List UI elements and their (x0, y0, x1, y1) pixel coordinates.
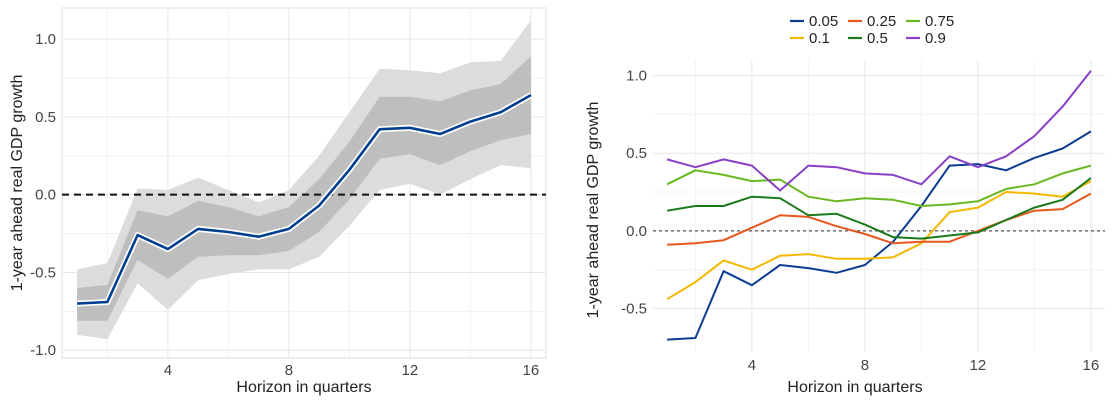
series-line-0.5 (666, 177, 1092, 240)
right-x-tick-label: 8 (861, 357, 869, 374)
legend-label-0.5: 0.5 (867, 30, 888, 47)
right-chart: 4 8 12 16-0.50.00.51.0 0.050.10.250.50.750.… (585, 13, 1105, 396)
right-legend: 0.050.1 0.250.5 0.750.9 (790, 13, 954, 47)
right-y-tick-label: 0.5 (626, 145, 647, 162)
left-lines (62, 92, 546, 307)
right-grid (653, 60, 1105, 352)
left-x-tick-label: 8 (285, 362, 293, 379)
left-tick-labels: 4 8 12 16 -1.0 -0.5 0.0 0.5 1.0 (30, 31, 539, 379)
series-line-0.1 (666, 180, 1092, 301)
legend-label-0.25: 0.25 (867, 13, 896, 30)
left-y-tick-label: 1.0 (35, 31, 56, 48)
series-line-0.9 (666, 70, 1092, 192)
left-median-line (77, 93, 532, 305)
left-y-axis-label: 1-year ahead real GDP growth (9, 75, 26, 292)
left-x-tick-label: 4 (164, 362, 172, 379)
right-x-tick-label: 16 (1083, 357, 1100, 374)
left-y-tick-label: -0.5 (30, 264, 56, 281)
legend-label-0.1: 0.1 (809, 30, 830, 47)
legend-label-0.9: 0.9 (925, 30, 946, 47)
left-x-axis-label: Horizon in quarters (236, 379, 371, 396)
right-y-axis-label: 1-year ahead real GDP growth (585, 102, 602, 319)
right-x-tick-label: 12 (970, 357, 987, 374)
right-x-tick-label: 4 (748, 357, 756, 374)
left-y-tick-label: 0.5 (35, 109, 56, 126)
left-bands (77, 20, 531, 340)
right-y-tick-label: 1.0 (626, 68, 647, 85)
right-lines (653, 70, 1105, 341)
left-chart: 4 8 12 16 -1.0 -0.5 0.0 0.5 1.0 Horizon in quart… (9, 7, 547, 396)
left-inner-band (77, 56, 531, 321)
left-y-tick-label: -1.0 (30, 342, 56, 359)
legend-label-0.75: 0.75 (925, 13, 954, 30)
legend-label-0.05: 0.05 (809, 13, 838, 30)
left-x-tick-label: 12 (402, 362, 419, 379)
left-x-tick-label: 16 (523, 362, 540, 379)
right-x-axis-label: Horizon in quarters (787, 379, 922, 396)
series-line-0.05 (667, 130, 1092, 341)
series-line-0.25 (667, 192, 1092, 246)
series-line-0.75 (666, 164, 1092, 207)
left-y-tick-label: 0.0 (35, 187, 56, 204)
right-y-tick-label: 0.0 (626, 223, 647, 240)
right-tick-labels: 4 8 12 16 -0.5 0.0 0.5 1.0 (621, 68, 1099, 374)
right-y-tick-label: -0.5 (621, 301, 647, 318)
